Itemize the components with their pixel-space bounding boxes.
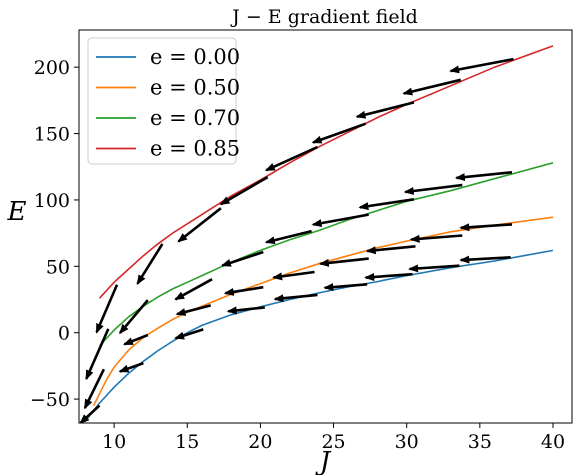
y-tick-label: 200: [34, 57, 70, 79]
gradient-arrow: [311, 122, 367, 144]
gradient-arrow: [459, 255, 511, 264]
gradient-arrow: [223, 285, 264, 296]
gradient-arrow: [226, 306, 265, 315]
gradient-arrow: [174, 328, 204, 340]
x-axis-ticks: 10 15 20 25 30 35 40: [102, 423, 565, 453]
gradient-arrow: [408, 264, 460, 273]
x-axis-label: J: [315, 447, 332, 475]
gradient-arrow: [174, 278, 213, 301]
gradient-arrow: [118, 361, 144, 373]
legend-label: e = 0.00: [150, 45, 240, 69]
legend-frame: [87, 37, 237, 165]
series-line-0: [84, 249, 554, 423]
gradient-arrow: [365, 245, 416, 255]
gradient-arrow: [123, 333, 149, 346]
gradient-arrow: [459, 223, 513, 232]
gradient-arrow: [273, 293, 318, 303]
plot-frame: [78, 29, 573, 424]
gradient-arrow: [119, 299, 149, 335]
gradient-arrow: [264, 145, 319, 172]
gradient-arrow: [449, 57, 514, 74]
chart-title: J − E gradient field: [230, 6, 418, 28]
series-line-2: [98, 162, 554, 347]
x-tick-label: 40: [541, 431, 565, 453]
gradient-arrow: [175, 304, 212, 316]
gradient-arrow: [136, 243, 164, 285]
y-tick-label: 0: [58, 323, 70, 345]
gradient-arrow: [220, 250, 264, 267]
legend-label: e = 0.85: [150, 137, 240, 161]
series-line-3: [98, 45, 554, 299]
x-tick-label: 35: [468, 431, 492, 453]
y-axis-ticks: −50 0 50 100 150 200: [30, 57, 79, 411]
x-tick-label: 20: [248, 431, 272, 453]
gradient-arrow: [355, 101, 415, 119]
gradient-arrow: [85, 328, 110, 381]
y-tick-label: 150: [34, 124, 70, 146]
gradient-arrow: [358, 198, 415, 211]
legend-label: e = 0.50: [150, 76, 240, 100]
gradient-arrow: [95, 284, 119, 334]
legend-label: e = 0.70: [150, 106, 240, 130]
gradient-arrow: [364, 272, 413, 281]
legend: e = 0.00 e = 0.50 e = 0.70 e = 0.85: [87, 37, 240, 165]
y-tick-label: 50: [46, 256, 70, 278]
x-tick-label: 15: [175, 431, 199, 453]
gradient-arrow: [83, 368, 106, 410]
gradient-arrow: [323, 283, 368, 292]
gradient-arrow: [219, 175, 269, 206]
gradient-arrow: [264, 229, 312, 245]
y-tick-label: −50: [30, 389, 70, 411]
gradient-arrow: [318, 257, 369, 267]
y-tick-label: 100: [34, 190, 70, 212]
x-tick-label: 10: [102, 431, 126, 453]
gradient-arrow: [403, 183, 463, 195]
gradient-arrows: [79, 57, 514, 423]
gradient-arrow: [402, 78, 462, 96]
gradient-arrow: [177, 207, 222, 243]
x-tick-label: 30: [395, 431, 419, 453]
x-tick-label: 25: [321, 431, 345, 453]
gradient-arrow: [454, 171, 513, 182]
y-axis-label: E: [7, 197, 27, 227]
gradient-arrow: [272, 270, 315, 281]
gradient-arrow: [409, 234, 463, 243]
gradient-arrow: [79, 404, 101, 423]
gradient-arrow: [311, 213, 369, 228]
